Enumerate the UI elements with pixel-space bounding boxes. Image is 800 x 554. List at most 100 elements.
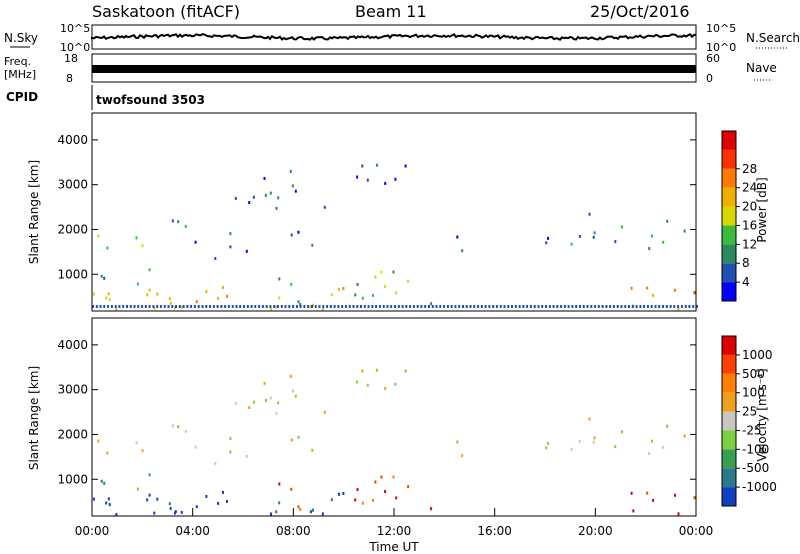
- power-cbar-tick-6: 28: [742, 162, 757, 176]
- freq-band: [92, 65, 696, 73]
- velocity-cell: [169, 506, 172, 510]
- power-cell: [356, 283, 359, 286]
- velocity-cbar-seg-2: [722, 449, 736, 469]
- power-cell: [673, 305, 676, 308]
- power-cell: [609, 305, 612, 308]
- power-cbar-seg-3: [722, 225, 736, 245]
- velocity-cell: [646, 491, 649, 495]
- power-cell: [579, 305, 581, 308]
- power-cell: [378, 305, 381, 308]
- power-cell: [677, 307, 680, 311]
- power-cbar-tick-1: 8: [742, 256, 750, 270]
- velocity-colorbar-label: Velocity [m s⁻¹]: [755, 368, 769, 461]
- freq-strip: Freq. [MHz] 18 8 60 0 Nave: [4, 52, 777, 85]
- power-cell: [342, 287, 345, 290]
- power-cell: [643, 305, 646, 308]
- power-cell: [650, 305, 653, 308]
- power-cell: [254, 305, 257, 308]
- velocity-xtick-4: 16:00: [477, 524, 512, 538]
- power-colorbar-label: Power [dB]: [755, 177, 769, 242]
- power-cell: [141, 244, 144, 248]
- power-cell: [114, 305, 117, 308]
- station-title: Saskatoon (fitACF): [92, 2, 240, 21]
- velocity-cell: [650, 439, 653, 443]
- velocity-cell: [229, 437, 232, 441]
- power-cell: [371, 305, 374, 308]
- power-cell: [593, 231, 596, 235]
- power-cell: [380, 270, 383, 274]
- power-cell: [582, 305, 585, 308]
- power-cell: [107, 292, 110, 296]
- velocity-cell: [269, 396, 272, 400]
- power-cell: [605, 305, 608, 308]
- velocity-cell: [234, 401, 237, 405]
- power-cell: [290, 233, 293, 237]
- power-cell: [443, 305, 446, 308]
- power-cell: [654, 305, 657, 308]
- velocity-cell: [430, 507, 433, 511]
- velocity-ylabel: Slant Range [km]: [27, 366, 41, 470]
- power-cell: [193, 305, 196, 308]
- velocity-cell: [662, 445, 665, 449]
- power-cell: [318, 305, 321, 308]
- velocity-cell: [384, 490, 387, 493]
- velocity-cell: [648, 452, 651, 455]
- power-cell: [299, 305, 302, 308]
- velocity-cell: [168, 502, 171, 506]
- power-cell: [684, 305, 687, 308]
- power-cell: [115, 307, 118, 311]
- power-cell: [270, 307, 272, 311]
- power-cell: [586, 305, 589, 308]
- power-cell: [348, 305, 351, 308]
- power-cell: [545, 305, 547, 308]
- power-cell: [552, 305, 555, 308]
- velocity-cell: [570, 447, 573, 451]
- power-cell: [314, 305, 317, 308]
- power-cell: [95, 305, 98, 308]
- power-cell: [167, 305, 170, 308]
- power-cell: [297, 230, 300, 234]
- power-cbar-tick-3: 16: [742, 218, 757, 232]
- velocity-cell: [321, 512, 324, 516]
- power-cell: [99, 305, 102, 308]
- velocity-xtick-1: 04:00: [175, 524, 210, 538]
- nsky-tick-high: 10^5: [60, 22, 90, 35]
- power-cell: [212, 305, 215, 308]
- power-cell: [518, 305, 521, 308]
- power-cell: [222, 285, 224, 289]
- power-cell: [252, 195, 255, 199]
- power-cell: [507, 305, 510, 308]
- velocity-cell: [588, 417, 591, 421]
- power-cbar-tick-2: 12: [742, 237, 757, 251]
- power-cell: [428, 305, 430, 308]
- power-cell: [148, 288, 151, 292]
- power-cell: [92, 292, 95, 296]
- power-cell: [696, 305, 698, 308]
- power-cell: [446, 305, 449, 308]
- power-cell: [480, 305, 483, 308]
- power-cell: [635, 305, 638, 308]
- power-cell: [526, 305, 529, 308]
- velocity-ytick-2: 3000: [57, 383, 88, 397]
- power-cell: [309, 305, 312, 309]
- velocity-cell: [311, 448, 314, 452]
- power-cell: [338, 287, 340, 291]
- power-cell: [311, 243, 314, 247]
- velocity-cbar-tick-3: 25: [742, 405, 757, 419]
- power-cell: [374, 275, 377, 279]
- power-cell: [169, 301, 172, 305]
- power-cell: [333, 305, 336, 308]
- power-cell: [265, 305, 268, 308]
- velocity-cell: [375, 368, 378, 372]
- power-cell: [214, 257, 217, 260]
- power-ytick-2: 3000: [57, 178, 88, 192]
- velocity-cell: [135, 441, 138, 445]
- velocity-cell: [299, 508, 302, 512]
- power-cell: [245, 249, 248, 253]
- velocity-cell: [374, 480, 377, 484]
- power-cell: [294, 189, 297, 193]
- nave-label: Nave: [746, 61, 777, 75]
- power-cell: [290, 282, 293, 286]
- power-cell: [156, 292, 159, 296]
- power-cell: [522, 305, 525, 308]
